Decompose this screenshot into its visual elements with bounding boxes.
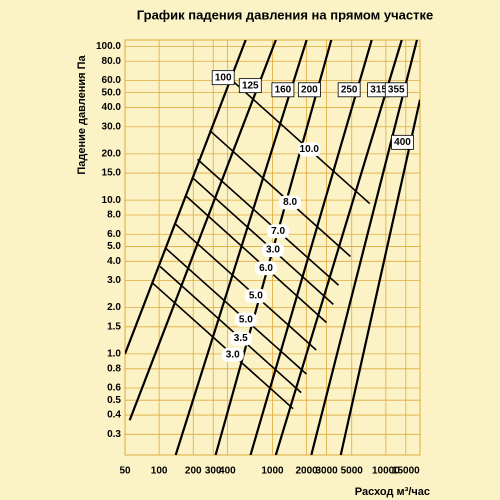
velocity-label: 7.0 [267, 224, 290, 239]
series-label-text: 125 [242, 80, 259, 91]
y-tick-label: 4.0 [107, 256, 121, 267]
velocity-label-box [279, 195, 302, 210]
line [339, 99, 420, 455]
line [128, 40, 277, 421]
series-label-box [238, 78, 262, 94]
series-label: 250 [337, 82, 361, 98]
series-label-text: 200 [301, 84, 318, 95]
series-label: 100 [211, 70, 235, 86]
x-tick-label: 300 [205, 466, 222, 477]
velocity-label-text: 3.5 [234, 333, 248, 344]
line [174, 40, 308, 455]
velocity-label-text: 3.0 [226, 349, 240, 360]
x-tick-label: 50 [119, 466, 131, 477]
series-label-text: 100 [215, 72, 232, 83]
x-axis-title: Расход м³/час [355, 486, 430, 498]
velocity-label: 3.0 [221, 347, 244, 362]
series-label-text: 250 [341, 84, 358, 95]
y-axis-title: Падение давления Па [76, 54, 88, 174]
y-tick-label: 8.0 [107, 210, 121, 221]
series-label: 125 [238, 78, 262, 94]
velocity-label-box [261, 243, 284, 258]
series-label-text: 400 [394, 137, 411, 148]
line [274, 40, 403, 455]
y-tick-label: 10.0 [102, 195, 122, 206]
y-tick-label: 80.0 [102, 56, 122, 67]
line [310, 40, 419, 455]
velocity-label: 5.0 [234, 312, 257, 327]
y-tick-label: 50.0 [102, 87, 122, 98]
velocity-label-text: 10.0 [300, 144, 320, 155]
series-label: 160 [271, 82, 295, 98]
line [159, 265, 302, 394]
velocity-label-box [298, 142, 321, 157]
velocity-label-text: 3.0 [266, 245, 280, 256]
y-tick-label: 2.0 [107, 302, 121, 313]
x-tick-label: 3000 [315, 466, 338, 477]
y-tick-label: 60.0 [102, 75, 122, 86]
x-tick-label: 10000 [372, 466, 400, 477]
y-tick-label: 0.4 [107, 410, 121, 421]
line [174, 223, 317, 351]
x-tick-label: 400 [219, 466, 236, 477]
velocity-label-box [221, 347, 244, 362]
y-tick-label: 6.0 [107, 229, 121, 240]
x-tick-label: 15000 [392, 466, 420, 477]
series-label-box [337, 82, 361, 98]
series-label: 355 [384, 82, 408, 98]
velocity-label-box [255, 261, 278, 276]
y-tick-label: 100.0 [96, 41, 121, 52]
y-tick-label: 1.0 [107, 349, 121, 360]
velocity-label: 3.5 [229, 331, 252, 346]
y-tick-label: 0.5 [107, 395, 121, 406]
velocity-label-box [229, 331, 252, 346]
labels: 100.0 80.0 60.050.0 40.0 30.0 20.0 15.0 10.0 8.0… [96, 41, 420, 477]
y-tick-label: 0.8 [107, 363, 121, 374]
y-tick-label: 15.0 [102, 168, 122, 179]
x-tick-label: 2000 [296, 466, 319, 477]
velocity-label-text: 6.0 [259, 263, 273, 274]
y-tick-label: 3.0 [107, 275, 121, 286]
series-label-box [391, 134, 414, 150]
velocity-label-text: 7.0 [271, 226, 285, 237]
velocity-label-box [244, 288, 267, 303]
velocity-label-text: 5.0 [249, 291, 263, 302]
velocity-label-box [267, 224, 290, 239]
series-label-text: 315 [370, 84, 387, 95]
line [249, 40, 373, 455]
chart-title: График падения давления на прямом участк… [137, 7, 433, 22]
series-label-box [298, 82, 321, 98]
y-tick-label: 20.0 [102, 148, 122, 159]
velocity-label: 5.0 [244, 288, 267, 303]
plot-lines [125, 40, 420, 455]
series-label-box [211, 70, 235, 86]
velocity-label: 6.0 [255, 261, 278, 276]
series-label-text: 160 [275, 84, 292, 95]
y-tick-label: 5.0 [107, 241, 121, 252]
x-tick-label: 1000 [261, 466, 284, 477]
velocity-label: 8.0 [279, 195, 302, 210]
series-label-text: 355 [388, 84, 405, 95]
series-label-box [271, 82, 295, 98]
velocity-label-box [234, 312, 257, 327]
series-label: 200 [298, 82, 321, 98]
series-label: 400 [391, 134, 414, 150]
x-tick-label: 200 [185, 466, 202, 477]
y-tick-label: 40.0 [102, 102, 122, 113]
velocity-label-text: 5.0 [239, 315, 253, 326]
y-tick-label: 0.6 [107, 383, 121, 394]
velocity-label: 3.0 [261, 243, 284, 258]
line [125, 40, 247, 355]
velocity-label-text: 8.0 [283, 197, 297, 208]
x-tick-label: 100 [151, 466, 168, 477]
x-tick-label: 5000 [341, 466, 364, 477]
y-tick-label: 0.3 [107, 429, 121, 440]
velocity-label: 10.0 [298, 142, 321, 157]
y-tick-label: 30.0 [102, 121, 122, 132]
series-label-box [384, 82, 408, 98]
y-tick-label: 1.5 [107, 321, 121, 332]
